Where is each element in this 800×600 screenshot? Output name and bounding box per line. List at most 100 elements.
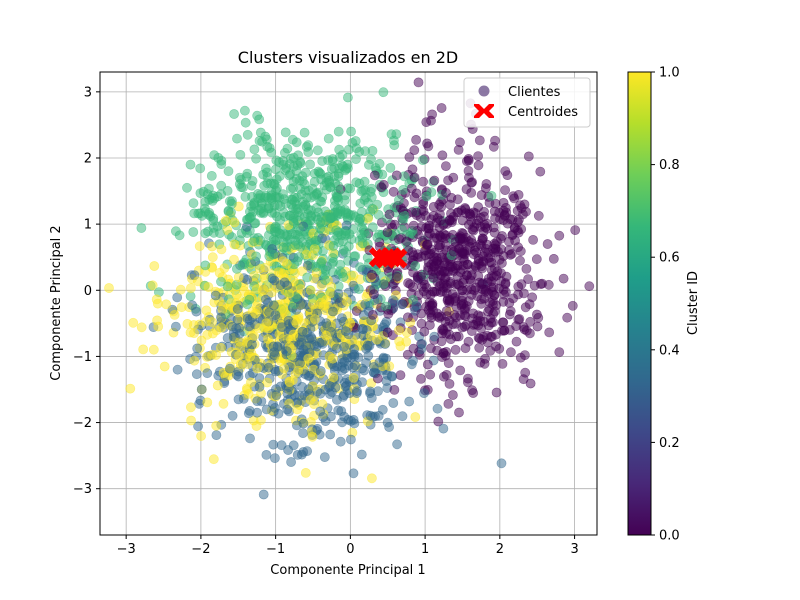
data-point bbox=[303, 273, 312, 282]
data-point bbox=[261, 263, 270, 272]
data-point bbox=[520, 325, 529, 334]
data-point bbox=[423, 266, 432, 275]
data-point bbox=[341, 327, 350, 336]
data-point bbox=[521, 303, 530, 312]
data-point bbox=[229, 255, 238, 264]
data-point bbox=[409, 344, 418, 353]
data-point bbox=[160, 362, 169, 371]
data-point bbox=[467, 271, 476, 280]
data-point bbox=[430, 253, 439, 262]
data-point bbox=[296, 301, 305, 310]
data-point bbox=[225, 364, 234, 373]
data-point bbox=[458, 323, 467, 332]
data-point bbox=[322, 295, 331, 304]
data-point bbox=[428, 301, 437, 310]
data-point bbox=[218, 305, 227, 314]
data-point bbox=[230, 218, 239, 227]
data-point bbox=[264, 363, 273, 372]
data-point bbox=[418, 156, 427, 165]
data-point bbox=[306, 160, 315, 169]
data-point bbox=[186, 284, 195, 293]
y-tick-label: −2 bbox=[73, 416, 92, 431]
data-point bbox=[397, 300, 406, 309]
data-point bbox=[232, 290, 241, 299]
data-point bbox=[259, 490, 268, 499]
legend-clientes-label: Clientes bbox=[508, 85, 561, 100]
data-point bbox=[187, 416, 196, 425]
data-point bbox=[419, 177, 428, 186]
data-point bbox=[249, 207, 258, 216]
data-point bbox=[340, 357, 349, 366]
data-point bbox=[474, 202, 483, 211]
data-point bbox=[221, 216, 230, 225]
data-point bbox=[256, 236, 265, 245]
colorbar-label: Cluster ID bbox=[686, 271, 701, 335]
data-point bbox=[500, 210, 509, 219]
data-point bbox=[235, 329, 244, 338]
data-point bbox=[262, 405, 271, 414]
data-point bbox=[495, 344, 504, 353]
data-point bbox=[300, 128, 309, 137]
data-point bbox=[192, 370, 201, 379]
data-point bbox=[253, 189, 262, 198]
data-point bbox=[559, 274, 568, 283]
data-point bbox=[228, 411, 237, 420]
data-point bbox=[173, 365, 182, 374]
data-point bbox=[316, 366, 325, 375]
data-point bbox=[442, 370, 451, 379]
data-point bbox=[433, 404, 442, 413]
data-point bbox=[464, 337, 473, 346]
data-point bbox=[305, 371, 314, 380]
data-point bbox=[467, 290, 476, 299]
data-point bbox=[283, 389, 292, 398]
data-point bbox=[299, 419, 308, 428]
data-point bbox=[498, 231, 507, 240]
data-point bbox=[207, 317, 216, 326]
data-point bbox=[294, 252, 303, 261]
data-point bbox=[126, 384, 135, 393]
data-point bbox=[474, 161, 483, 170]
data-point bbox=[349, 271, 358, 280]
data-point bbox=[437, 103, 446, 112]
data-point bbox=[370, 171, 379, 180]
data-point bbox=[393, 440, 402, 449]
data-point bbox=[249, 331, 258, 340]
data-point bbox=[209, 223, 218, 232]
data-point bbox=[208, 253, 217, 262]
data-point bbox=[264, 283, 273, 292]
data-point bbox=[505, 325, 514, 334]
data-point bbox=[515, 256, 524, 265]
x-tick-label: 1 bbox=[421, 542, 429, 557]
data-point bbox=[411, 412, 420, 421]
data-point bbox=[347, 127, 356, 136]
data-point bbox=[213, 381, 222, 390]
data-point bbox=[313, 146, 322, 155]
data-point bbox=[497, 258, 506, 267]
data-point bbox=[423, 139, 432, 148]
data-point bbox=[442, 312, 451, 321]
data-point bbox=[385, 422, 394, 431]
data-point bbox=[490, 307, 499, 316]
data-point bbox=[524, 152, 533, 161]
data-point bbox=[280, 278, 289, 287]
data-point bbox=[104, 283, 113, 292]
data-point bbox=[491, 214, 500, 223]
data-point bbox=[261, 164, 270, 173]
data-point bbox=[201, 261, 210, 270]
data-point bbox=[308, 300, 317, 309]
data-point bbox=[304, 141, 313, 150]
data-point bbox=[379, 180, 388, 189]
data-point bbox=[410, 173, 419, 182]
data-point bbox=[475, 136, 484, 145]
data-point bbox=[342, 297, 351, 306]
data-point bbox=[352, 144, 361, 153]
data-point bbox=[426, 116, 435, 125]
data-point bbox=[263, 142, 272, 151]
data-point bbox=[316, 407, 325, 416]
data-point bbox=[439, 348, 448, 357]
data-point bbox=[362, 358, 371, 367]
data-point bbox=[322, 319, 331, 328]
data-point bbox=[419, 207, 428, 216]
data-point bbox=[349, 469, 358, 478]
